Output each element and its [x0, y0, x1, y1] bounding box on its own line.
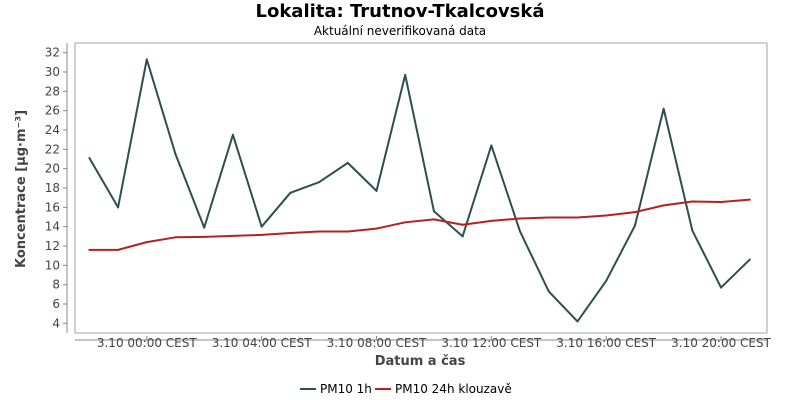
- series-2: [88, 198, 751, 251]
- data-point: [203, 235, 206, 238]
- data-point: [461, 235, 464, 238]
- y-tick-label: 22: [45, 142, 60, 156]
- data-point: [231, 133, 234, 136]
- y-axis: 4 6 8 10 12 14 16 18 20 22 24 26 28 30 32: [45, 43, 68, 333]
- data-point: [88, 157, 91, 160]
- data-point: [547, 290, 550, 293]
- y-tick-label: 12: [45, 239, 60, 253]
- y-tick-label: 30: [45, 65, 60, 79]
- data-point: [375, 189, 378, 192]
- data-point: [490, 144, 493, 147]
- x-axis: 3.10 00:00 CEST 3.10 04:00 CEST 3.10 08:00…: [75, 336, 772, 350]
- x-tick-label: 3.10 16:00 CEST: [556, 336, 657, 350]
- data-point: [203, 226, 206, 229]
- data-point: [145, 241, 148, 244]
- x-tick-label: 3.10 12:00 CEST: [441, 336, 542, 350]
- data-point: [720, 201, 723, 204]
- data-point: [748, 258, 751, 261]
- legend-label: PM10 1h: [320, 382, 372, 396]
- data-point: [318, 230, 321, 233]
- data-point: [260, 225, 263, 228]
- y-axis-title: Koncentrace [µg·m⁻³]: [14, 110, 29, 268]
- data-point: [547, 216, 550, 219]
- data-point: [662, 107, 665, 110]
- data-point: [720, 286, 723, 289]
- data-point: [404, 221, 407, 224]
- plot-area: [75, 43, 767, 333]
- series-lines: [88, 58, 751, 323]
- data-point: [605, 214, 608, 217]
- y-tick-label: 32: [45, 46, 60, 60]
- series-line: [89, 198, 750, 251]
- data-point: [633, 211, 636, 214]
- data-point: [145, 58, 148, 61]
- data-point: [490, 219, 493, 222]
- data-point: [289, 231, 292, 234]
- x-axis-title: Datum a čas: [375, 354, 466, 369]
- y-tick-label: 10: [45, 258, 60, 272]
- data-point: [662, 204, 665, 207]
- y-tick-label: 24: [45, 123, 60, 137]
- y-tick-label: 6: [52, 297, 60, 311]
- legend-label: PM10 24h klouzavě: [395, 382, 512, 396]
- y-tick-label: 28: [45, 84, 60, 98]
- data-point: [117, 206, 120, 209]
- data-point: [289, 191, 292, 194]
- chart-subtitle: Aktuální neverifikovaná data: [313, 24, 487, 38]
- data-point: [633, 224, 636, 227]
- data-point: [346, 230, 349, 233]
- x-tick-label: 3.10 04:00 CEST: [212, 336, 313, 350]
- data-point: [432, 210, 435, 213]
- y-tick-label: 16: [45, 200, 60, 214]
- x-tick-label: 3.10 00:00 CEST: [97, 336, 198, 350]
- data-point: [519, 217, 522, 220]
- data-point: [461, 223, 464, 226]
- y-tick-label: 26: [45, 104, 60, 118]
- chart-title: Lokalita: Trutnov-Tkalcovská: [255, 1, 545, 22]
- series-1: [88, 58, 751, 323]
- data-point: [260, 233, 263, 236]
- y-tick-label: 20: [45, 162, 60, 176]
- plot-frame: [74, 42, 768, 334]
- data-point: [519, 230, 522, 233]
- data-point: [174, 153, 177, 156]
- series-line: [88, 58, 751, 323]
- data-point: [404, 73, 407, 76]
- data-point: [231, 234, 234, 237]
- data-point: [174, 236, 177, 239]
- data-point: [576, 320, 579, 323]
- data-point: [576, 216, 579, 219]
- data-point: [691, 229, 694, 232]
- data-point: [691, 200, 694, 203]
- y-tick-label: 8: [52, 278, 60, 292]
- x-tick-label: 3.10 20:00 CEST: [671, 336, 772, 350]
- y-tick-label: 4: [52, 316, 60, 330]
- data-point: [117, 248, 120, 251]
- data-point: [605, 279, 608, 282]
- y-tick-label: 14: [45, 220, 60, 234]
- legend: PM10 1h PM10 24h klouzavě: [300, 382, 512, 396]
- data-point: [346, 161, 349, 164]
- data-point: [748, 198, 751, 201]
- data-point: [375, 227, 378, 230]
- data-point: [88, 248, 91, 251]
- y-tick-label: 18: [45, 181, 60, 195]
- x-tick-label: 3.10 08:00 CEST: [327, 336, 428, 350]
- data-point: [318, 181, 321, 184]
- data-point: [432, 218, 435, 221]
